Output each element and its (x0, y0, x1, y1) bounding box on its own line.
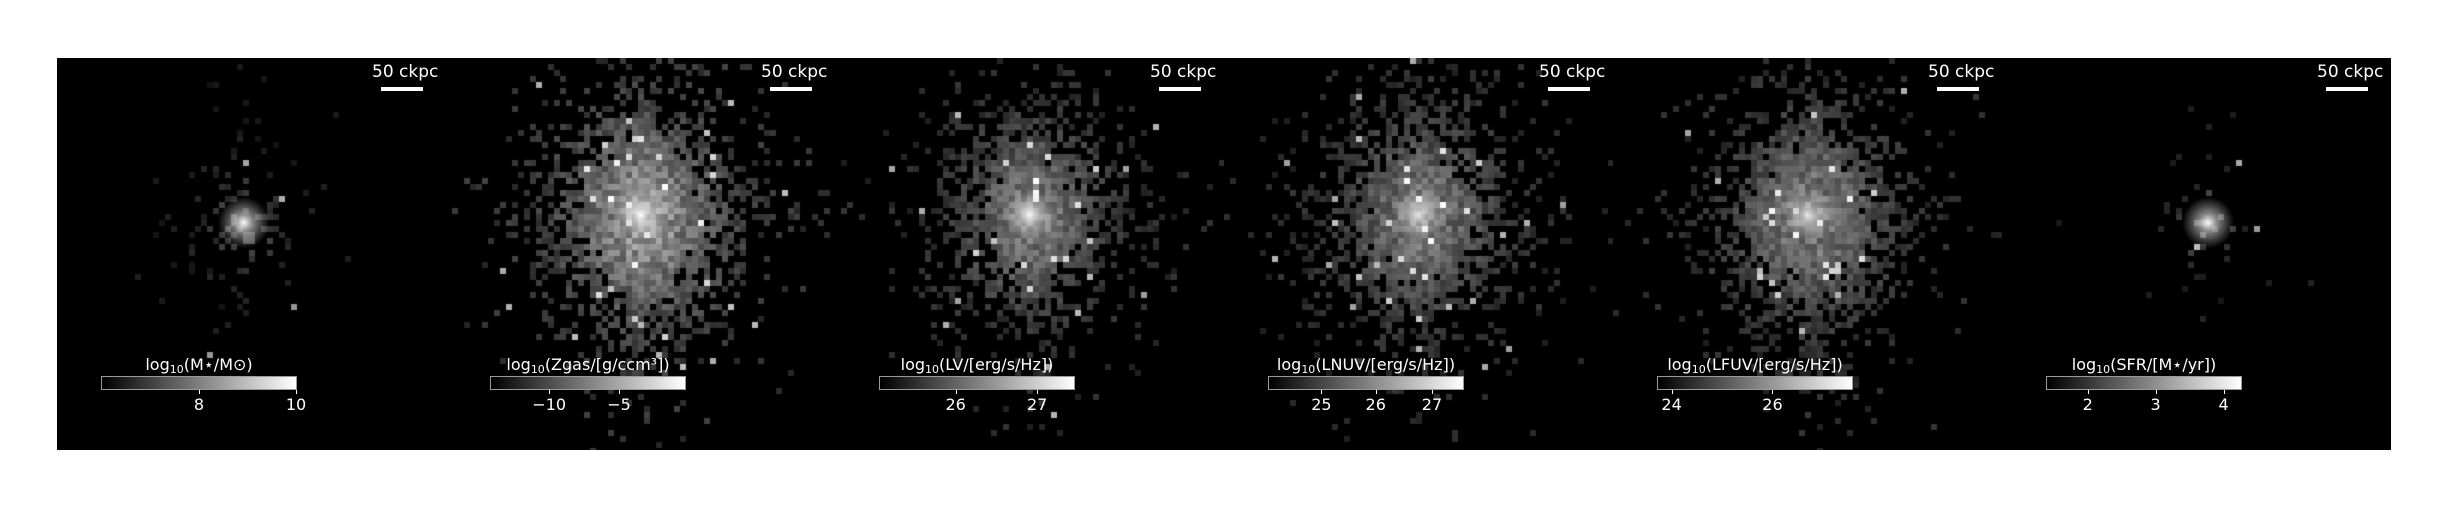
v-band-luminosity-map-panel: 50 ckpc log10(LV/[erg/s/Hz]) 26 27 (835, 58, 1224, 450)
colorbar-gradient (1657, 376, 1853, 390)
scale-bar-line (1159, 87, 1201, 91)
colorbar-label: log10(Zgas/[g/ccm³]) (506, 355, 670, 377)
colorbar: log10(M⋆/M⊙) 8 10 (101, 356, 306, 431)
colorbar-gradient (490, 376, 686, 390)
scale-bar: 50 ckpc (372, 62, 439, 91)
colorbar-tick-label: 2 (2082, 395, 2093, 414)
colorbar-tick-label: 26 (1365, 395, 1386, 414)
scale-bar-line (1937, 87, 1979, 91)
colorbar-tick (1037, 390, 1039, 394)
figure: 50 ckpc log10(M⋆/M⊙) 8 10 50 ckpc log10(Z… (57, 58, 2391, 450)
scale-bar-line (2326, 87, 2368, 91)
colorbar-tick-label: −10 (532, 395, 567, 414)
colorbar-label: log10(LV/[erg/s/Hz]) (900, 355, 1054, 377)
scale-bar-label: 50 ckpc (2317, 62, 2384, 82)
colorbar: log10(SFR/[M⋆/yr]) 2 3 4 (2046, 356, 2242, 431)
colorbar-label: log10(M⋆/M⊙) (145, 355, 253, 377)
colorbar-tick-label: 26 (945, 395, 966, 414)
colorbar-tick-label: 24 (1661, 395, 1682, 414)
colorbar-tick-label: 27 (1421, 395, 1443, 414)
colorbar-tick (1772, 390, 1774, 394)
scale-bar: 50 ckpc (1539, 62, 1606, 91)
colorbar: log10(LNUV/[erg/s/Hz]) 25 26 27 (1268, 356, 1464, 431)
colorbar-tick (199, 390, 200, 394)
scale-bar: 50 ckpc (1150, 62, 1217, 91)
colorbar: log10(LFUV/[erg/s/Hz]) 24 26 (1657, 356, 1853, 431)
scale-bar-label: 50 ckpc (372, 62, 439, 82)
colorbar-tick-label: 25 (1311, 395, 1332, 414)
colorbar-tick-label: −5 (607, 395, 631, 414)
colorbar-tick (955, 390, 957, 394)
colorbar-gradient (1268, 376, 1464, 390)
scale-bar-label: 50 ckpc (761, 62, 828, 82)
scale-bar: 50 ckpc (761, 62, 828, 91)
colorbar-tick (1321, 390, 1323, 394)
colorbar-tick (296, 390, 297, 394)
colorbar-tick-label: 10 (285, 395, 307, 414)
colorbar-tick (2087, 390, 2089, 394)
colorbar-tick-label: 3 (2150, 395, 2161, 414)
fuv-luminosity-map-panel: 50 ckpc log10(LFUV/[erg/s/Hz]) 24 26 (1613, 58, 2002, 450)
colorbar-tick (549, 390, 551, 394)
colorbar-gradient (101, 376, 297, 390)
scale-bar-line (381, 87, 423, 91)
scale-bar-line (770, 87, 812, 91)
colorbar-tick (2223, 390, 2225, 394)
colorbar: log10(Zgas/[g/ccm³]) −10 −5 (490, 356, 686, 431)
colorbar-tick (1671, 390, 1673, 394)
scale-bar-label: 50 ckpc (1150, 62, 1217, 82)
colorbar-tick (1431, 390, 1433, 394)
colorbar-tick (619, 390, 621, 394)
colorbar: log10(LV/[erg/s/Hz]) 26 27 (879, 356, 1075, 431)
colorbar-tick-label: 27 (1026, 395, 1048, 414)
colorbar-label: log10(LFUV/[erg/s/Hz]) (1667, 355, 1843, 377)
scale-bar-label: 50 ckpc (1928, 62, 1995, 82)
colorbar-gradient (879, 376, 1075, 390)
colorbar-gradient (2046, 376, 2242, 390)
scale-bar-label: 50 ckpc (1539, 62, 1606, 82)
scale-bar-line (1548, 87, 1590, 91)
colorbar-tick (1375, 390, 1377, 394)
gas-metallicity-map-panel: 50 ckpc log10(Zgas/[g/ccm³]) −10 −5 (446, 58, 835, 450)
stellar-mass-map-panel: 50 ckpc log10(M⋆/M⊙) 8 10 (57, 58, 446, 450)
scale-bar: 50 ckpc (2317, 62, 2384, 91)
nuv-luminosity-map-panel: 50 ckpc log10(LNUV/[erg/s/Hz]) 25 26 27 (1224, 58, 1613, 450)
colorbar-tick-label: 26 (1762, 395, 1783, 414)
sfr-map-panel: 50 ckpc log10(SFR/[M⋆/yr]) 2 3 4 (2002, 58, 2391, 450)
colorbar-tick (2155, 390, 2157, 394)
colorbar-label: log10(SFR/[M⋆/yr]) (2071, 355, 2217, 377)
colorbar-label: log10(LNUV/[erg/s/Hz]) (1276, 355, 1456, 377)
colorbar-tick-label: 8 (193, 395, 205, 414)
scale-bar: 50 ckpc (1928, 62, 1995, 91)
colorbar-tick-label: 4 (2218, 395, 2229, 414)
